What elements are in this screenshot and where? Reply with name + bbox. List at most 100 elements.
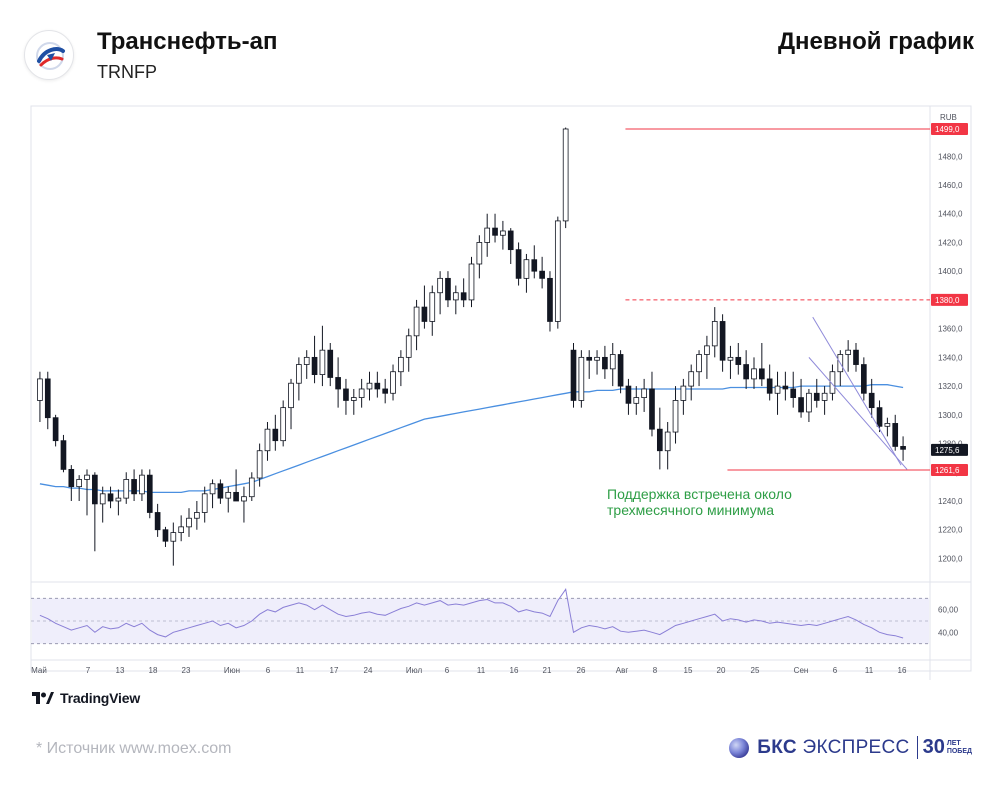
price-level-tag xyxy=(931,463,968,476)
candle-up xyxy=(186,517,192,528)
candle-down xyxy=(876,407,883,427)
candle-down xyxy=(743,364,749,380)
bcs-anniversary: 30 ЛЕТ ПОБЕД xyxy=(916,736,972,759)
candle-up xyxy=(413,306,420,337)
channel-lower-line xyxy=(808,357,908,470)
candle-up xyxy=(554,220,561,322)
x-tick-label: 25 xyxy=(751,666,760,675)
x-tick-label: 18 xyxy=(149,666,158,675)
y-tick-label: 1320,0 xyxy=(938,382,963,391)
bcs-sphere-icon xyxy=(729,737,750,758)
candle-down xyxy=(327,349,334,378)
candle-down xyxy=(782,385,789,390)
candle-down xyxy=(60,440,67,470)
candle-up xyxy=(288,382,294,409)
candle-down xyxy=(625,385,632,404)
x-tick-label: 6 xyxy=(266,666,271,675)
x-tick-label: 24 xyxy=(364,666,373,675)
security-ticker: TRNFP xyxy=(97,62,157,82)
candle-up xyxy=(468,263,475,301)
candle-down xyxy=(154,512,161,531)
candle-up xyxy=(704,345,710,355)
x-tick-label: 21 xyxy=(543,666,552,675)
candle-up xyxy=(248,477,255,498)
candle-up xyxy=(398,356,404,373)
candle-down xyxy=(617,354,624,387)
company-logo xyxy=(24,30,74,80)
candle-up xyxy=(884,423,891,427)
candle-up xyxy=(194,512,200,519)
candle-up xyxy=(484,227,491,243)
candle-down xyxy=(602,356,608,370)
candle-up xyxy=(123,479,130,499)
candle-down xyxy=(44,378,51,419)
bcs-years-number: 30 xyxy=(922,736,945,758)
candle-down xyxy=(570,349,577,401)
candle-down xyxy=(217,483,224,499)
candle-down xyxy=(92,474,98,505)
candle-up xyxy=(523,259,530,279)
candle-up xyxy=(641,388,647,398)
channel-upper-line xyxy=(812,316,902,466)
x-tick-label: 6 xyxy=(833,666,838,675)
candle-down xyxy=(492,227,498,236)
candle-down xyxy=(311,356,318,376)
candle-down xyxy=(272,428,279,442)
candle-down xyxy=(719,321,726,361)
x-tick-label: 8 xyxy=(653,666,658,675)
x-tick-label: 17 xyxy=(330,666,339,675)
x-tick-label: 11 xyxy=(296,666,305,675)
candle-down xyxy=(539,270,545,279)
x-tick-label: 23 xyxy=(182,666,191,675)
candle-up xyxy=(696,354,702,373)
candle-up xyxy=(319,349,326,376)
tradingview-icon xyxy=(32,692,54,704)
candle-up xyxy=(680,385,687,401)
candle-up xyxy=(829,371,836,394)
candle-down xyxy=(507,230,514,251)
x-tick-label: Сен xyxy=(794,666,809,675)
x-tick-label: 13 xyxy=(116,666,125,675)
candle-up xyxy=(178,526,184,534)
x-tick-label: 20 xyxy=(717,666,726,675)
last-price-label: 1275,6 xyxy=(935,446,960,455)
x-tick-label: 7 xyxy=(86,666,91,675)
chart-timeframe-title: Дневной график xyxy=(777,28,974,55)
bcs-wordmark: БКС ЭКСПРЕСС xyxy=(757,737,909,759)
price-level-label: 1380,0 xyxy=(935,296,960,305)
candle-up xyxy=(429,292,436,322)
candle-up xyxy=(37,378,43,401)
price-level-tag xyxy=(931,293,968,306)
candle-up xyxy=(390,371,396,394)
moving-average-line xyxy=(39,384,904,494)
candle-up xyxy=(209,483,216,495)
candle-down xyxy=(798,397,804,413)
candle-up xyxy=(476,242,483,265)
x-tick-label: 16 xyxy=(510,666,519,675)
y-tick-label: 1240,0 xyxy=(938,497,963,506)
candle-up xyxy=(633,397,640,404)
y-tick-label: 1460,0 xyxy=(938,181,963,190)
chart-frame xyxy=(30,105,972,672)
candle-up xyxy=(115,497,122,502)
candle-down xyxy=(547,277,553,322)
candle-up xyxy=(256,450,263,479)
y-tick-label: 1400,0 xyxy=(938,267,963,276)
candle-up xyxy=(688,371,695,387)
bcs-wordmark-bold: БКС xyxy=(757,736,797,758)
candle-up xyxy=(845,349,851,355)
currency-label: RUB xyxy=(940,113,957,122)
candle-down xyxy=(853,349,859,365)
candle-down xyxy=(162,529,169,542)
bcs-logo: БКС ЭКСПРЕСС 30 ЛЕТ ПОБЕД xyxy=(728,736,972,759)
candle-up xyxy=(751,368,757,380)
candle-up xyxy=(672,400,679,433)
x-tick-label: Авг xyxy=(616,666,629,675)
candle-down xyxy=(146,474,153,513)
candle-up xyxy=(821,392,828,401)
data-source: * Источник www.moex.com xyxy=(36,740,232,757)
candle-down xyxy=(382,388,389,394)
last-price-tag xyxy=(931,443,968,456)
